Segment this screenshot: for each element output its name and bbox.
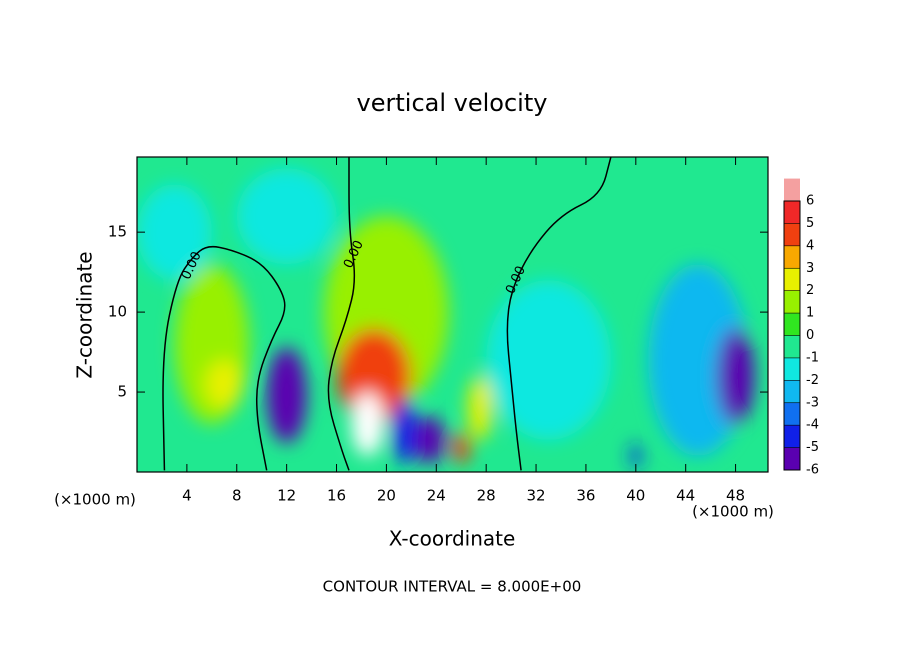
x-tick-label: 48 <box>726 487 745 505</box>
x-tick-label: 8 <box>232 487 242 505</box>
x-tick-label: 4 <box>182 487 192 505</box>
field-blob <box>452 432 470 465</box>
colorbar-band <box>784 290 800 314</box>
colorbar-band <box>784 447 800 470</box>
colorbar-label: 5 <box>806 216 814 231</box>
x-tick-label: 12 <box>277 487 296 505</box>
contour-line <box>327 157 356 471</box>
colorbar-label: -4 <box>806 418 819 433</box>
colorbar-label: 3 <box>806 261 814 276</box>
colorbar-band <box>784 201 800 224</box>
field-blob <box>336 328 412 425</box>
field-blob <box>205 360 243 409</box>
x-unit-label: (×1000 m) <box>692 503 774 521</box>
colorbar-label: -6 <box>806 463 819 478</box>
footer: CONTOUR INTERVAL = 8.000E+00 <box>323 578 582 596</box>
colorbar-band <box>784 425 800 448</box>
field-blob <box>630 443 641 469</box>
colorbar-label: 6 <box>806 194 814 209</box>
colorbar-label: 0 <box>806 328 814 343</box>
field-blob <box>266 347 307 444</box>
y-tick-label: 5 <box>117 383 127 401</box>
colorbar-band <box>784 178 800 201</box>
colorbar-band <box>784 335 800 358</box>
x-tick-label: 20 <box>377 487 396 505</box>
contour-line <box>506 157 612 471</box>
x-tick-label: 24 <box>427 487 446 505</box>
x-tick-label: 28 <box>477 487 496 505</box>
colorbar-band <box>784 223 800 246</box>
colorbar-label: 2 <box>806 283 814 298</box>
colorbar-band <box>784 357 800 381</box>
colorbar-label: 4 <box>806 238 814 253</box>
field-blobs <box>137 168 755 469</box>
field-blob <box>486 280 611 441</box>
colorbar-label: -3 <box>806 395 819 410</box>
y-tick-label: 15 <box>108 223 127 241</box>
x-tick-label: 40 <box>626 487 645 505</box>
chart-title: vertical velocity <box>357 89 548 117</box>
colorbar-band <box>784 380 800 403</box>
field-blob <box>716 328 755 425</box>
x-tick-label: 16 <box>327 487 346 505</box>
field-blob <box>351 392 384 457</box>
field-blob <box>137 184 212 281</box>
x-axis-label: X-coordinate <box>389 527 516 551</box>
plot-frame <box>136 156 769 473</box>
colorbar-band <box>784 268 800 291</box>
field: 0.00 0.000.00 <box>137 157 768 472</box>
field-blob <box>467 376 493 441</box>
field-blob <box>236 168 337 265</box>
field-blob <box>415 416 446 465</box>
colorbar-band <box>784 402 800 426</box>
contour-line <box>162 245 286 471</box>
colorbar-label: -1 <box>806 350 819 365</box>
colorbar-band <box>784 245 800 269</box>
colorbar-label: 1 <box>806 306 814 321</box>
colorbar-label: -5 <box>806 440 819 455</box>
x-tick-label: 36 <box>576 487 595 505</box>
x-tick-label: 44 <box>676 487 695 505</box>
y-axis-label: Z-coordinate <box>73 251 97 378</box>
colorbar-band <box>784 313 800 336</box>
colorbar-label: -2 <box>806 373 819 388</box>
x-unit-label: (×1000 m) <box>54 491 136 509</box>
field-blob <box>392 400 418 465</box>
x-tick-label: 32 <box>527 487 546 505</box>
y-tick-label: 10 <box>108 303 127 321</box>
